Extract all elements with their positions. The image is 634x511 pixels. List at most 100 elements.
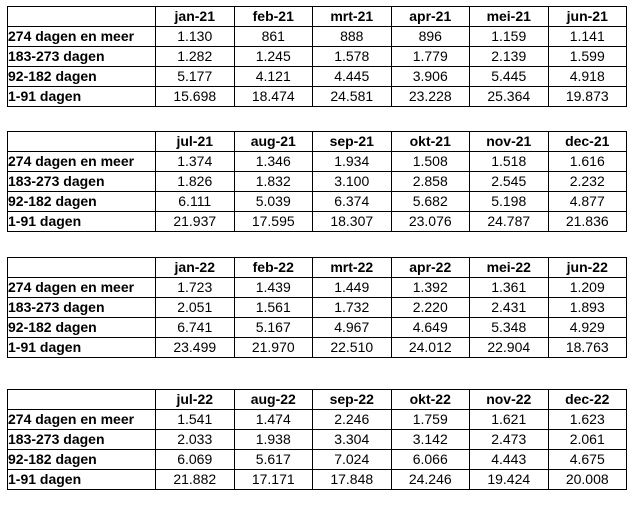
- value-cell: 23.228: [390, 86, 470, 107]
- month-header: mrt-22: [312, 257, 392, 278]
- value-cell: 1.209: [547, 277, 627, 298]
- month-header: mei-21: [469, 6, 549, 27]
- value-cell: 2.051: [155, 297, 235, 318]
- value-cell: 6.741: [155, 317, 235, 338]
- value-cell: 1.346: [233, 151, 313, 172]
- value-cell: 4.445: [312, 66, 392, 87]
- table-row: 1-91 dagen 21.937 17.595 18.307 23.076 24.787…: [7, 211, 627, 232]
- value-cell: 2.232: [547, 171, 627, 192]
- row-label: 183-273 dagen: [7, 171, 156, 192]
- table-row: 92-182 dagen 6.741 5.167 4.967 4.649 5.348 4.9…: [7, 317, 627, 338]
- value-cell: 17.848: [312, 469, 392, 490]
- month-header: apr-22: [390, 257, 470, 278]
- value-cell: 3.100: [312, 171, 392, 192]
- month-header: aug-22: [233, 389, 313, 410]
- value-cell: 3.304: [312, 429, 392, 450]
- value-cell: 4.443: [469, 449, 549, 470]
- value-cell: 1.541: [155, 409, 235, 430]
- value-cell: 2.139: [469, 46, 549, 67]
- value-cell: 5.348: [469, 317, 549, 338]
- corner-cell: [7, 6, 156, 27]
- value-cell: 2.061: [547, 429, 627, 450]
- value-cell: 4.675: [547, 449, 627, 470]
- value-cell: 1.732: [312, 297, 392, 318]
- value-cell: 3.142: [390, 429, 470, 450]
- value-cell: 1.893: [547, 297, 627, 318]
- value-cell: 5.167: [233, 317, 313, 338]
- month-header: jun-21: [547, 6, 627, 27]
- value-cell: 24.246: [390, 469, 470, 490]
- row-label: 274 dagen en meer: [7, 151, 156, 172]
- row-label: 183-273 dagen: [7, 297, 156, 318]
- value-cell: 1.474: [233, 409, 313, 430]
- row-label: 1-91 dagen: [7, 469, 156, 490]
- value-cell: 4.649: [390, 317, 470, 338]
- value-cell: 1.374: [155, 151, 235, 172]
- value-cell: 1.561: [233, 297, 313, 318]
- month-header: okt-22: [390, 389, 470, 410]
- value-cell: 5.617: [233, 449, 313, 470]
- value-cell: 6.111: [155, 191, 235, 212]
- value-cell: 1.623: [547, 409, 627, 430]
- table-row: 183-273 dagen 1.282 1.245 1.578 1.779 2.139 1.…: [7, 46, 627, 67]
- table-row: 1-91 dagen 15.698 18.474 24.581 23.228 25.364…: [7, 86, 627, 107]
- value-cell: 2.033: [155, 429, 235, 450]
- value-cell: 1.439: [233, 277, 313, 298]
- value-cell: 4.121: [233, 66, 313, 87]
- month-header: feb-22: [233, 257, 313, 278]
- value-cell: 5.039: [233, 191, 313, 212]
- row-label: 274 dagen en meer: [7, 409, 156, 430]
- month-header: jan-22: [155, 257, 235, 278]
- table-row: 274 dagen en meer 1.130 861 888 896 1.159 1.14…: [7, 26, 627, 47]
- row-label: 183-273 dagen: [7, 429, 156, 450]
- table-row: 274 dagen en meer 1.723 1.439 1.449 1.392 1.3…: [7, 277, 627, 298]
- value-cell: 2.545: [469, 171, 549, 192]
- value-cell: 7.024: [312, 449, 392, 470]
- value-cell: 1.508: [390, 151, 470, 172]
- value-cell: 1.832: [233, 171, 313, 192]
- value-cell: 6.066: [390, 449, 470, 470]
- month-header: jul-21: [155, 131, 235, 152]
- month-header: mei-22: [469, 257, 549, 278]
- value-cell: 6.374: [312, 191, 392, 212]
- month-header-row: jan-21 feb-21 mrt-21 apr-21 mei-21 jun-21: [7, 6, 627, 27]
- value-cell: 896: [390, 26, 470, 47]
- value-cell: 1.826: [155, 171, 235, 192]
- value-cell: 18.763: [547, 337, 627, 358]
- month-header: nov-22: [469, 389, 549, 410]
- table-jan21-jun21: jan-21 feb-21 mrt-21 apr-21 mei-21 jun-21 274 …: [7, 6, 627, 107]
- table-row: 183-273 dagen 2.051 1.561 1.732 2.220 2.431 1.…: [7, 297, 627, 318]
- value-cell: 1.141: [547, 26, 627, 47]
- value-cell: 19.424: [469, 469, 549, 490]
- month-header-row: jul-21 aug-21 sep-21 okt-21 nov-21 dec-21: [7, 131, 627, 152]
- row-label: 1-91 dagen: [7, 337, 156, 358]
- month-header: dec-22: [547, 389, 627, 410]
- month-header: jun-22: [547, 257, 627, 278]
- value-cell: 22.510: [312, 337, 392, 358]
- month-header: okt-21: [390, 131, 470, 152]
- corner-cell: [7, 389, 156, 410]
- month-header: jul-22: [155, 389, 235, 410]
- value-cell: 3.906: [390, 66, 470, 87]
- table-jul22-dec22: jul-22 aug-22 sep-22 okt-22 nov-22 dec-22 274 …: [7, 389, 627, 490]
- value-cell: 18.474: [233, 86, 313, 107]
- value-cell: 21.970: [233, 337, 313, 358]
- value-cell: 24.787: [469, 211, 549, 232]
- row-label: 1-91 dagen: [7, 86, 156, 107]
- value-cell: 6.069: [155, 449, 235, 470]
- table-row: 92-182 dagen 6.111 5.039 6.374 5.682 5.198 4.8…: [7, 191, 627, 212]
- value-cell: 21.882: [155, 469, 235, 490]
- multi-table-report: jan-21 feb-21 mrt-21 apr-21 mei-21 jun-21 274 …: [7, 6, 627, 490]
- row-label: 274 dagen en meer: [7, 277, 156, 298]
- value-cell: 5.682: [390, 191, 470, 212]
- table-row: 274 dagen en meer 1.541 1.474 2.246 1.759 1.6…: [7, 409, 627, 430]
- value-cell: 5.445: [469, 66, 549, 87]
- value-cell: 1.449: [312, 277, 392, 298]
- value-cell: 5.198: [469, 191, 549, 212]
- table-row: 1-91 dagen 21.882 17.171 17.848 24.246 19.424…: [7, 469, 627, 490]
- row-label: 92-182 dagen: [7, 191, 156, 212]
- corner-cell: [7, 131, 156, 152]
- row-label: 1-91 dagen: [7, 211, 156, 232]
- row-label: 92-182 dagen: [7, 449, 156, 470]
- value-cell: 2.858: [390, 171, 470, 192]
